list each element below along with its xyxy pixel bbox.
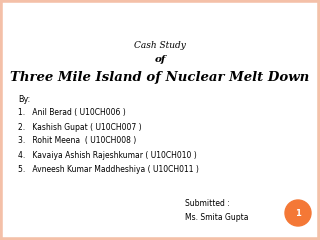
- Text: 1: 1: [295, 209, 301, 217]
- Text: Three Mile Island of Nuclear Melt Down: Three Mile Island of Nuclear Melt Down: [10, 71, 310, 84]
- Text: Cash Study: Cash Study: [134, 41, 186, 49]
- Text: 4.   Kavaiya Ashish Rajeshkumar ( U10CH010 ): 4. Kavaiya Ashish Rajeshkumar ( U10CH010…: [18, 150, 197, 160]
- Text: 5.   Avneesh Kumar Maddheshiya ( U10CH011 ): 5. Avneesh Kumar Maddheshiya ( U10CH011 …: [18, 164, 199, 174]
- Text: 2.   Kashish Gupat ( U10CH007 ): 2. Kashish Gupat ( U10CH007 ): [18, 122, 142, 132]
- Circle shape: [285, 200, 311, 226]
- Text: of: of: [154, 54, 166, 64]
- Text: By:: By:: [18, 96, 30, 104]
- Text: 3.   Rohit Meena  ( U10CH008 ): 3. Rohit Meena ( U10CH008 ): [18, 137, 136, 145]
- Text: Submitted :: Submitted :: [185, 199, 230, 209]
- Text: 1.   Anil Berad ( U10CH006 ): 1. Anil Berad ( U10CH006 ): [18, 108, 126, 118]
- Text: Ms. Smita Gupta: Ms. Smita Gupta: [185, 214, 249, 222]
